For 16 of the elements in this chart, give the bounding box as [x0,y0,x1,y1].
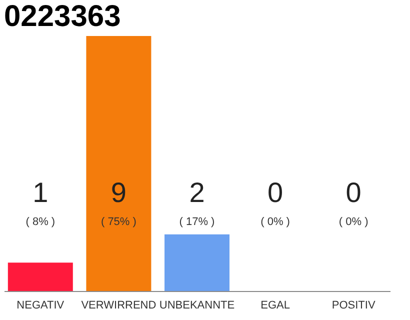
annotation: ( 0% ) [338,216,368,228]
data-label: 0 [268,177,284,208]
data-label: 1 [32,177,48,208]
x-tick-label: VERWIRREND [81,300,156,312]
annotation: ( 8% ) [26,216,56,228]
x-tick-label: POSITIV [332,300,376,312]
annotation: ( 75% ) [100,216,136,228]
data-label: 2 [189,177,205,208]
chart-title: 0223363 [4,0,121,33]
annotation: ( 0% ) [260,216,290,228]
x-tick-label: NEGATIV [16,300,65,312]
data-label: 0 [346,177,362,208]
data-label: 9 [110,177,126,208]
annotation: ( 17% ) [179,216,215,228]
x-tick-label: EGAL [260,300,290,312]
x-tick-label: UNBEKANNTE [159,300,235,312]
